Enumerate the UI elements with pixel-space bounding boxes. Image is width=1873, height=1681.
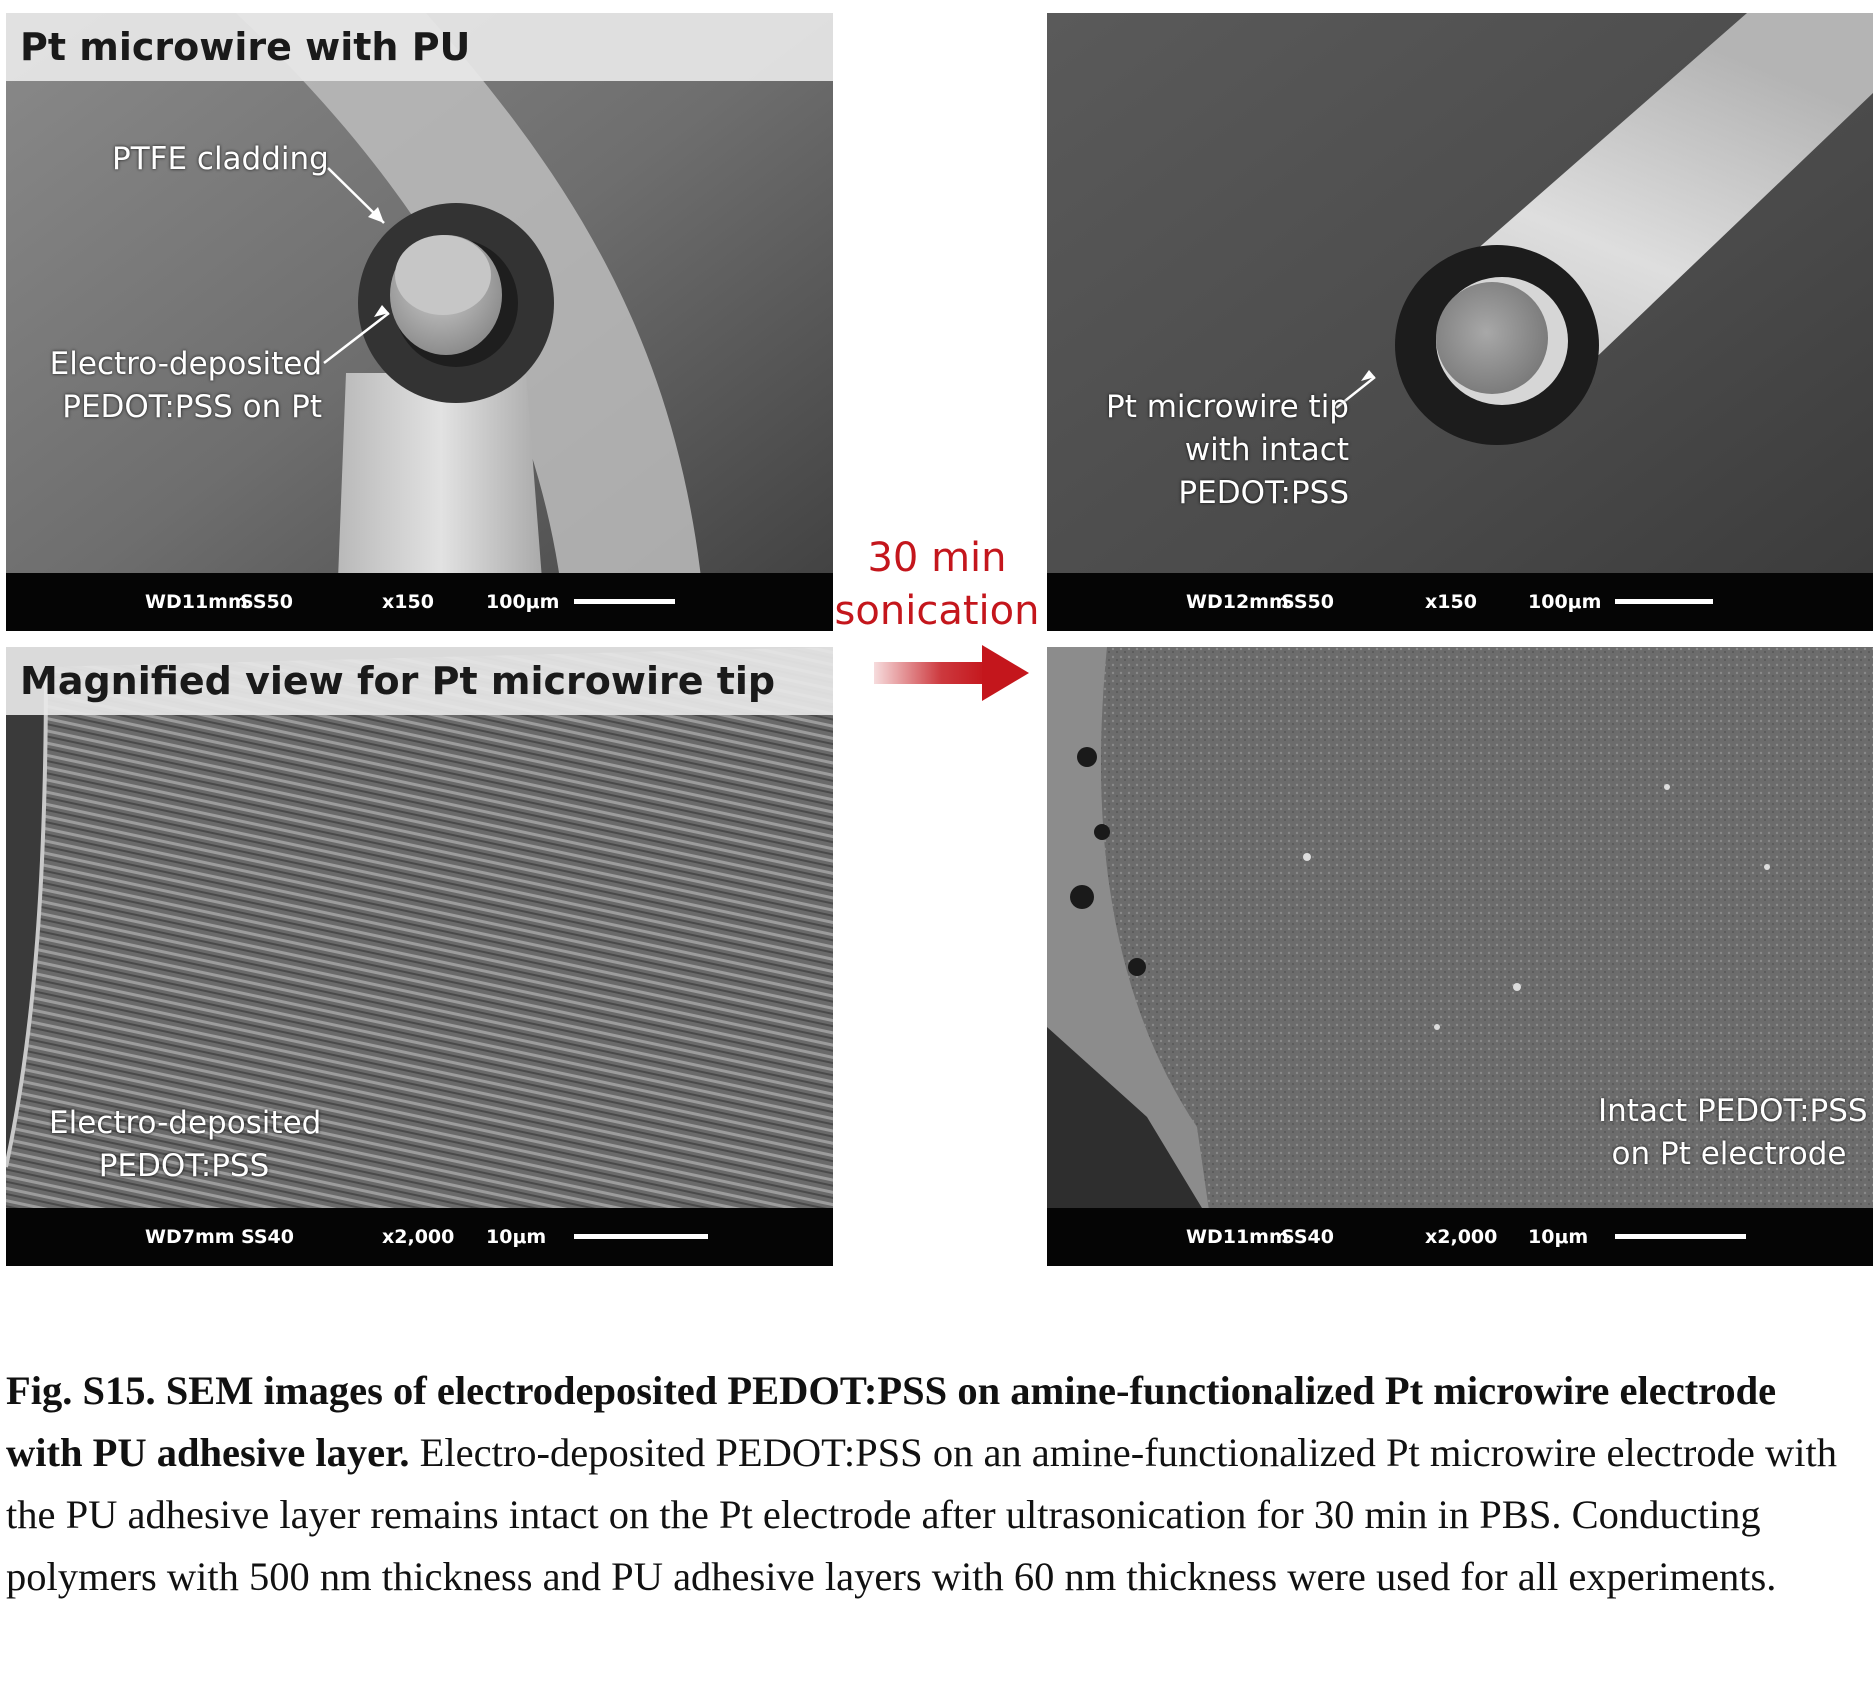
- sem-info-bar: WD11mm SS40 x2,000 10μm: [1047, 1208, 1873, 1266]
- figure-caption: Fig. S15. SEM images of electrodeposited…: [6, 1360, 1856, 1608]
- spot-size: SS40: [241, 1226, 294, 1248]
- sem-panel-bottom-right: Intact PEDOT:PSS on Pt electrode WD11mm …: [1047, 647, 1873, 1266]
- label-electro-deposited-pedot: Electro-deposited PEDOT:PSS: [49, 1102, 322, 1188]
- sem-image-wire-after-sonication: [1047, 13, 1873, 631]
- label-electro-deposited: Electro-deposited PEDOT:PSS on Pt: [42, 343, 322, 429]
- label-line: with intact: [1184, 432, 1349, 468]
- scale-bar: [1615, 599, 1713, 604]
- magnification: x150: [1425, 591, 1477, 613]
- scale-bar: [574, 1234, 708, 1239]
- sonication-label: 30 min sonication: [832, 532, 1042, 638]
- label-line: Intact PEDOT:PSS: [1598, 1093, 1868, 1129]
- label-line: Electro-deposited: [49, 1105, 322, 1141]
- sem-info-bar: WD7mm SS40 x2,000 10μm: [6, 1208, 833, 1266]
- magnification: x2,000: [1425, 1226, 1498, 1248]
- label-line: on Pt electrode: [1611, 1136, 1847, 1172]
- working-distance: WD11mm: [1186, 1226, 1289, 1248]
- label-line: Pt microwire tip: [1106, 389, 1349, 425]
- sem-image-intact-surface: [1047, 647, 1873, 1266]
- working-distance: WD11mm: [145, 591, 248, 613]
- sem-image-magnified-striated-surface: [6, 647, 833, 1266]
- label-line: Electro-deposited: [49, 346, 322, 382]
- label-intact-pedot: Intact PEDOT:PSS on Pt electrode: [1598, 1090, 1868, 1176]
- label-pt-microwire-tip: Pt microwire tip with intact PEDOT:PSS: [1067, 386, 1349, 515]
- spot-size: SS50: [1281, 591, 1334, 613]
- scale-label: 100μm: [486, 591, 560, 613]
- spot-size: SS40: [1281, 1226, 1334, 1248]
- working-distance: WD12mm: [1186, 591, 1289, 613]
- working-distance: WD7mm: [145, 1226, 235, 1248]
- sem-panel-bottom-left: Magnified view for Pt microwire tip Elec…: [6, 647, 833, 1266]
- spot-size: SS50: [240, 591, 293, 613]
- sem-panel-top-right: Pt microwire tip with intact PEDOT:PSS W…: [1047, 13, 1873, 631]
- panel-title: Magnified view for Pt microwire tip: [6, 647, 833, 715]
- label-line: PEDOT:PSS on Pt: [62, 389, 322, 425]
- label-line: PEDOT:PSS: [98, 1148, 270, 1184]
- caption-title: Fig. S15. SEM images of electrodeposited…: [6, 1368, 1777, 1475]
- caption-body: Electro-deposited PEDOT:PSS on an amine-…: [6, 1430, 1837, 1599]
- label-ptfe-cladding: PTFE cladding: [112, 141, 329, 177]
- magnification: x150: [382, 591, 434, 613]
- sem-panel-top-left: Pt microwire with PU PTFE cladding Elect…: [6, 13, 833, 631]
- sem-info-bar: WD11mm SS50 x150 100μm: [6, 573, 833, 631]
- scale-label: 10μm: [486, 1226, 547, 1248]
- panel-title: Pt microwire with PU: [6, 13, 833, 81]
- scale-bar: [1615, 1234, 1746, 1239]
- scale-label: 100μm: [1528, 591, 1602, 613]
- right-arrow-icon: [874, 645, 1029, 701]
- sem-image-wire-cross-section: [6, 13, 833, 631]
- scale-bar: [574, 599, 675, 604]
- sem-info-bar: WD12mm SS50 x150 100μm: [1047, 573, 1873, 631]
- magnification: x2,000: [382, 1226, 455, 1248]
- label-line: PEDOT:PSS: [1178, 475, 1349, 511]
- scale-label: 10μm: [1528, 1226, 1589, 1248]
- sonication-word: sonication: [834, 588, 1040, 634]
- sonication-duration: 30 min: [867, 535, 1007, 581]
